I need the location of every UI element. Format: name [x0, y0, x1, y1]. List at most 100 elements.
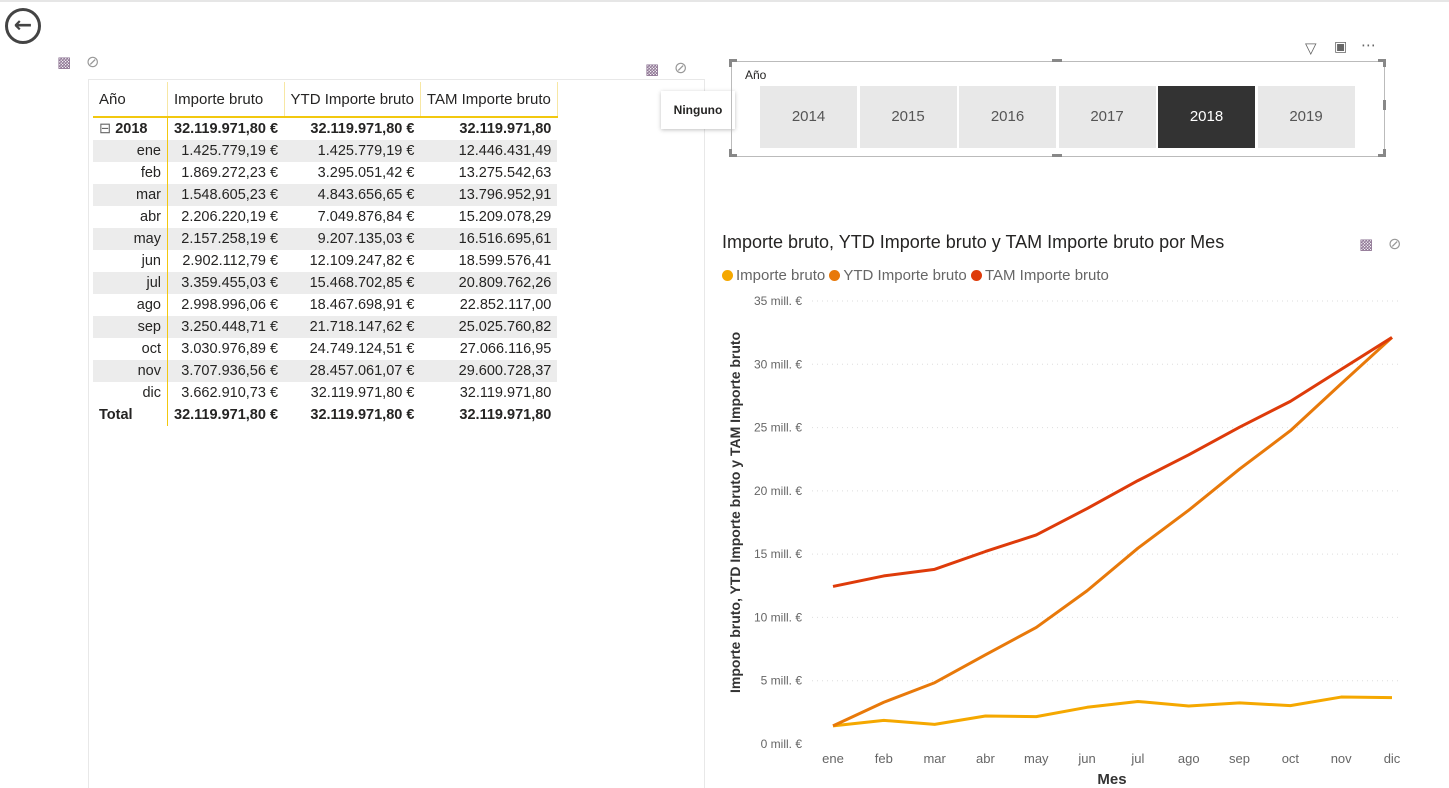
table-row: oct 3.030.976,89 € 24.749.124,51 € 27.066.1… — [93, 338, 557, 360]
month-label: oct — [93, 338, 168, 360]
focus-mode-icon[interactable]: ▣ — [1334, 39, 1348, 55]
series-line-0 — [832, 695, 1393, 728]
cell: 28.457.061,07 € — [284, 360, 421, 382]
no-filter-icon[interactable]: ⊘ — [86, 52, 100, 71]
legend-dot-icon — [970, 270, 982, 281]
tooltip: Ninguno — [661, 91, 735, 129]
cell: Total — [93, 404, 168, 426]
legend-item[interactable]: TAM Importe bruto — [970, 267, 1109, 284]
cell: 9.207.135,03 € — [284, 228, 421, 250]
no-filter-icon[interactable]: ⊘ — [674, 58, 688, 77]
cell: 3.662.910,73 € — [181, 385, 279, 401]
matrix-visual — [88, 79, 705, 788]
x-tick-label: ago — [1178, 751, 1200, 766]
cell: 3.295.051,42 € — [317, 165, 415, 181]
slicer-option-2017[interactable]: 2017 — [1058, 86, 1156, 148]
cell: 1.548.605,23 € — [167, 184, 285, 206]
slicer-option-2015[interactable]: 2015 — [859, 86, 957, 148]
x-tick-label: nov — [1331, 751, 1352, 766]
y-tick-label: 35 mill. € — [754, 294, 802, 308]
cell: 12.109.247,82 € — [309, 253, 415, 269]
slicer-option-2016[interactable]: 2016 — [959, 86, 1056, 148]
series-line-2 — [832, 336, 1393, 588]
month-label: ene — [93, 140, 168, 162]
back-arrow-icon[interactable]: ← — [5, 8, 41, 44]
cell: 24.749.124,51 € — [309, 341, 415, 357]
x-tick-label: feb — [875, 751, 893, 766]
cell: 7.049.876,84 € — [317, 209, 415, 225]
cell: 18.599.576,41 — [458, 253, 552, 269]
month-label: jul — [93, 272, 168, 294]
table-row: jun 2.902.112,79 € 12.109.247,82 € 18.599.5… — [93, 250, 557, 272]
x-tick-label: dic — [1384, 751, 1401, 766]
collapse-icon[interactable]: ⊟ — [99, 121, 112, 137]
slicer-option-2019[interactable]: 2019 — [1257, 86, 1355, 148]
cell: 27.066.116,95 — [459, 341, 552, 357]
column-header[interactable]: YTD Importe bruto — [284, 82, 421, 118]
y-tick-label: 30 mill. € — [754, 357, 802, 371]
x-tick-label: sep — [1229, 751, 1250, 766]
cell: 12.446.431,49 — [420, 140, 558, 162]
cell: 20.809.762,26 — [420, 272, 558, 294]
table-row: jul 3.359.455,03 €15.468.702,85 €20.809.7… — [93, 272, 558, 294]
table-row: nov 3.707.936,56 €28.457.061,07 €29.600.7… — [93, 360, 558, 382]
cell: 15.209.078,29 — [458, 209, 552, 225]
total-row: Total 32.119.971,80 € 32.119.971,80 € 32.11… — [93, 404, 557, 426]
drill-filter-icon[interactable]: ▩ — [645, 60, 660, 78]
table-row: ene 1.425.779,19 €1.425.779,19 €12.446.43… — [93, 140, 558, 162]
cell: 3.030.976,89 € — [181, 341, 279, 357]
cell: 13.796.952,91 — [420, 184, 558, 206]
cell: 2.206.220,19 € — [181, 209, 279, 225]
filter-icon[interactable]: ▽ — [1305, 39, 1317, 57]
cell: 32.119.971,80 € — [310, 407, 415, 423]
series-line-1 — [832, 336, 1394, 728]
column-header[interactable]: Importe bruto — [167, 82, 285, 118]
cell: 13.275.542,63 — [458, 165, 552, 181]
month-label: abr — [93, 206, 168, 228]
slicer-title: Año — [745, 68, 767, 82]
cell: 32.119.971,80 € — [174, 121, 279, 137]
table-row: feb 1.869.272,23 € 3.295.051,42 € 13.275.54… — [93, 162, 557, 184]
cell: 3.250.448,71 € — [167, 316, 285, 338]
cell: 3.707.936,56 € — [167, 360, 285, 382]
legend-item[interactable]: YTD Importe bruto — [829, 267, 967, 284]
y-tick-label: 20 mill. € — [754, 484, 802, 498]
matrix-table: Año Importe bruto YTD Importe bruto TAM … — [93, 82, 558, 426]
column-header[interactable]: Año — [93, 82, 168, 118]
cell: 32.119.971,80 € — [310, 385, 415, 401]
legend-dot-icon — [829, 270, 841, 281]
slicer-option-2018[interactable]: 2018 — [1158, 86, 1255, 148]
x-tick-label: jul — [1130, 751, 1144, 766]
month-label: jun — [93, 250, 168, 272]
x-tick-label: jun — [1077, 751, 1095, 766]
drill-filter-icon[interactable]: ▩ — [1359, 235, 1374, 253]
cell: 4.843.656,65 € — [284, 184, 421, 206]
legend-item[interactable]: Importe bruto — [722, 267, 825, 284]
table-row: sep 3.250.448,71 €21.718.147,62 €25.025.7… — [93, 316, 558, 338]
cell: 32.119.971,80 — [459, 407, 552, 423]
x-tick-label: oct — [1282, 751, 1300, 766]
top-divider — [0, 0, 1449, 2]
month-label: may — [93, 228, 168, 250]
cell: 2.998.996,06 € — [181, 297, 279, 313]
table-row: dic 3.662.910,73 € 32.119.971,80 € 32.119.9… — [93, 382, 557, 404]
drill-filter-icon[interactable]: ▩ — [57, 53, 72, 71]
more-options-icon[interactable]: ⋯ — [1361, 36, 1376, 54]
cell: 32.119.971,80 € — [174, 407, 279, 423]
chart-title: Importe bruto, YTD Importe bruto y TAM I… — [722, 232, 1225, 252]
cell: 1.425.779,19 € — [284, 140, 421, 162]
cell: 2.902.112,79 € — [182, 253, 279, 269]
cell: 3.359.455,03 € — [167, 272, 285, 294]
column-header[interactable]: TAM Importe bruto — [420, 82, 558, 118]
slicer-option-2014[interactable]: 2014 — [760, 86, 857, 148]
cell: 32.119.971,80 — [459, 385, 552, 401]
y-tick-label: 5 mill. € — [761, 674, 803, 688]
table-row: may 2.157.258,19 €9.207.135,03 €16.516.69… — [93, 228, 558, 250]
table-row: abr 2.206.220,19 € 7.049.876,84 € 15.209.07… — [93, 206, 557, 228]
table-row: mar 1.548.605,23 €4.843.656,65 €13.796.95… — [93, 184, 558, 206]
no-filter-icon[interactable]: ⊘ — [1388, 234, 1402, 253]
cell: 29.600.728,37 — [420, 360, 558, 382]
x-tick-label: mar — [923, 751, 946, 766]
legend-dot-icon — [722, 270, 733, 281]
